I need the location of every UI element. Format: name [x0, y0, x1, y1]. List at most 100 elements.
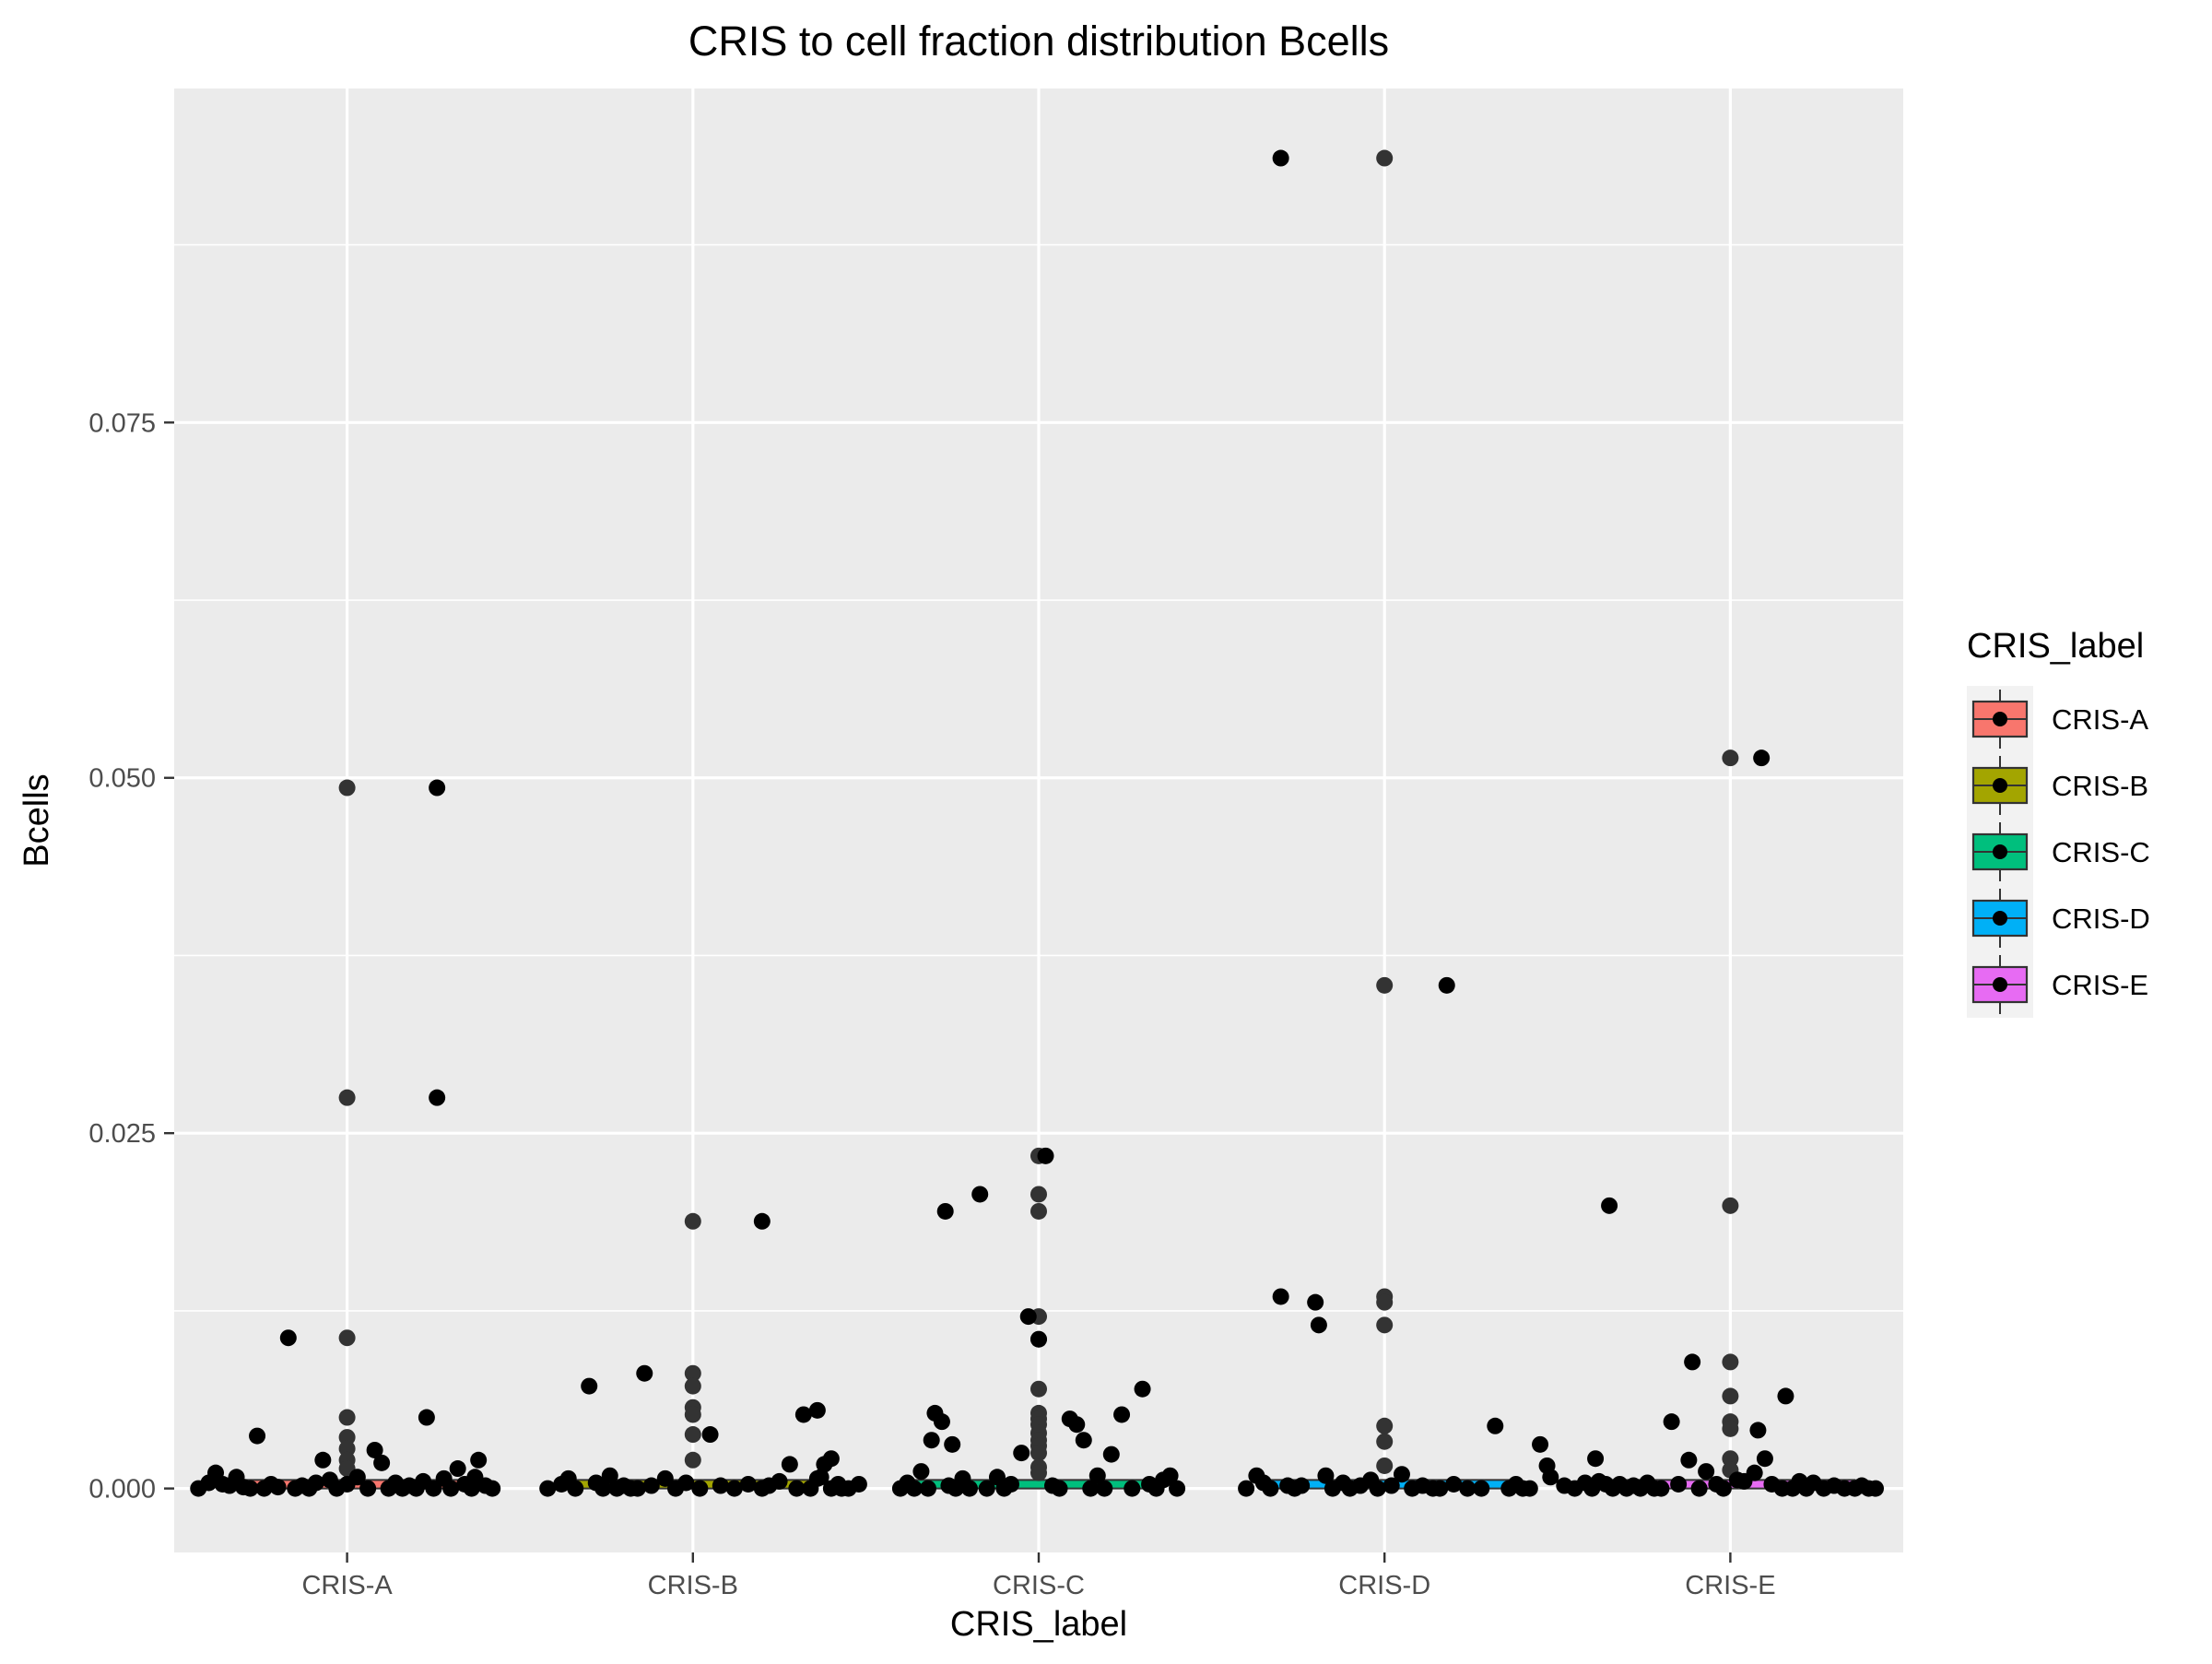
jitter-point	[725, 1480, 743, 1497]
jitter-point	[1746, 1464, 1763, 1481]
outlier-point	[1376, 1316, 1394, 1334]
jitter-point	[1075, 1432, 1092, 1449]
outlier-point	[1722, 1197, 1739, 1214]
y-tick-label: 0.000	[88, 1475, 156, 1505]
outlier-point	[1722, 1353, 1739, 1371]
outlier-point	[1030, 1445, 1047, 1462]
outlier-point	[684, 1364, 701, 1382]
jitter-point	[971, 1186, 989, 1203]
jitter-point	[442, 1480, 460, 1497]
jitter-point	[1431, 1480, 1449, 1497]
jitter-point	[1293, 1477, 1311, 1494]
jitter-point	[944, 1435, 961, 1453]
jitter-point	[850, 1475, 867, 1493]
jitter-point	[1487, 1417, 1504, 1434]
legend: CRIS_label CRIS-ACRIS-BCRIS-CCRIS-DCRIS-…	[1967, 627, 2150, 1018]
jitter-point	[960, 1480, 978, 1497]
jitter-point	[1238, 1480, 1255, 1497]
jitter-point	[359, 1480, 377, 1497]
outlier-point	[1030, 1202, 1047, 1220]
jitter-point	[1393, 1466, 1410, 1483]
jitter-point	[1088, 1467, 1106, 1484]
x-tick-label: CRIS-C	[993, 1571, 1085, 1600]
outlier-point	[338, 1089, 356, 1106]
jitter-point	[1096, 1480, 1113, 1497]
jitter-point	[1680, 1451, 1698, 1469]
outlier-point	[338, 1429, 356, 1446]
jitter-point	[1317, 1467, 1335, 1484]
legend-label: CRIS-E	[2052, 969, 2148, 1001]
legend-item-CRIS-A: CRIS-A	[1967, 686, 2148, 752]
legend-label: CRIS-B	[2052, 770, 2148, 802]
jitter-point	[822, 1480, 840, 1497]
jitter-point	[1670, 1475, 1688, 1493]
jitter-point	[241, 1480, 259, 1497]
jitter-point	[656, 1469, 674, 1487]
jitter-point	[794, 1406, 812, 1423]
outlier-point	[338, 1409, 356, 1426]
outlier-point	[1376, 1457, 1394, 1474]
jitter-point	[1037, 1147, 1054, 1164]
jitter-point	[1473, 1480, 1490, 1497]
jitter-point	[912, 1463, 930, 1481]
outlier-point	[338, 1440, 356, 1457]
y-tick-label: 0.050	[88, 764, 156, 794]
legend-item-CRIS-B: CRIS-B	[1967, 752, 2148, 819]
legend-item-CRIS-E: CRIS-E	[1967, 951, 2148, 1018]
jitter-point	[822, 1450, 840, 1468]
jitter-point	[1082, 1480, 1100, 1497]
jitter-point	[1714, 1480, 1732, 1497]
outlier-point	[1376, 149, 1394, 167]
jitter-point	[484, 1480, 501, 1497]
data-points	[190, 149, 1884, 1497]
jitter-point	[1262, 1480, 1279, 1497]
jitter-point	[1445, 1475, 1463, 1493]
jitter-point	[978, 1480, 995, 1497]
outlier-point	[1376, 1293, 1394, 1311]
outlier-point	[684, 1406, 701, 1423]
outlier-point	[1722, 1450, 1739, 1468]
jitter-point	[808, 1401, 826, 1419]
outlier-point	[338, 1329, 356, 1347]
outlier-point	[684, 1212, 701, 1230]
legend-item-CRIS-C: CRIS-C	[1967, 819, 2150, 885]
outlier-point	[1722, 1420, 1739, 1437]
legend-keys: CRIS-A CRIS-B CRIS-C CRIS-D CRIS-E	[1967, 686, 2150, 1018]
jitter-point	[470, 1451, 488, 1469]
jitter-point	[1382, 1477, 1400, 1494]
outlier-point	[1376, 976, 1394, 994]
jitter-point	[1307, 1293, 1324, 1311]
jitter-point	[919, 1480, 936, 1497]
outlier-point	[1030, 1464, 1047, 1481]
jitter-point	[1369, 1480, 1386, 1497]
legend-point	[1993, 911, 2007, 926]
jitter-point	[1542, 1469, 1559, 1486]
jitter-point	[425, 1480, 442, 1497]
jitter-point	[1134, 1380, 1151, 1398]
jitter-point	[642, 1477, 660, 1494]
jitter-point	[269, 1479, 287, 1496]
jitter-point	[594, 1480, 612, 1497]
jitter-point	[418, 1409, 435, 1426]
jitter-point	[581, 1377, 598, 1395]
y-tick-label: 0.025	[88, 1119, 156, 1149]
outlier-point	[1376, 1417, 1394, 1434]
legend-point	[1993, 844, 2007, 859]
jitter-point	[1310, 1316, 1327, 1334]
jitter-point	[1663, 1413, 1680, 1431]
jitter-point	[629, 1480, 646, 1497]
jitter-point	[314, 1451, 332, 1469]
legend-label: CRIS-A	[2052, 703, 2148, 736]
jitter-point	[567, 1480, 584, 1497]
jitter-point	[1113, 1406, 1131, 1423]
jitter-point	[279, 1329, 297, 1347]
jitter-point	[1698, 1463, 1715, 1481]
outlier-point	[1722, 1387, 1739, 1405]
jitter-point	[348, 1469, 366, 1486]
legend-point	[1993, 712, 2007, 726]
outlier-point	[338, 779, 356, 797]
outlier-point	[1030, 1186, 1047, 1203]
jitter-point	[1749, 1422, 1767, 1439]
jitter-point	[933, 1413, 950, 1431]
